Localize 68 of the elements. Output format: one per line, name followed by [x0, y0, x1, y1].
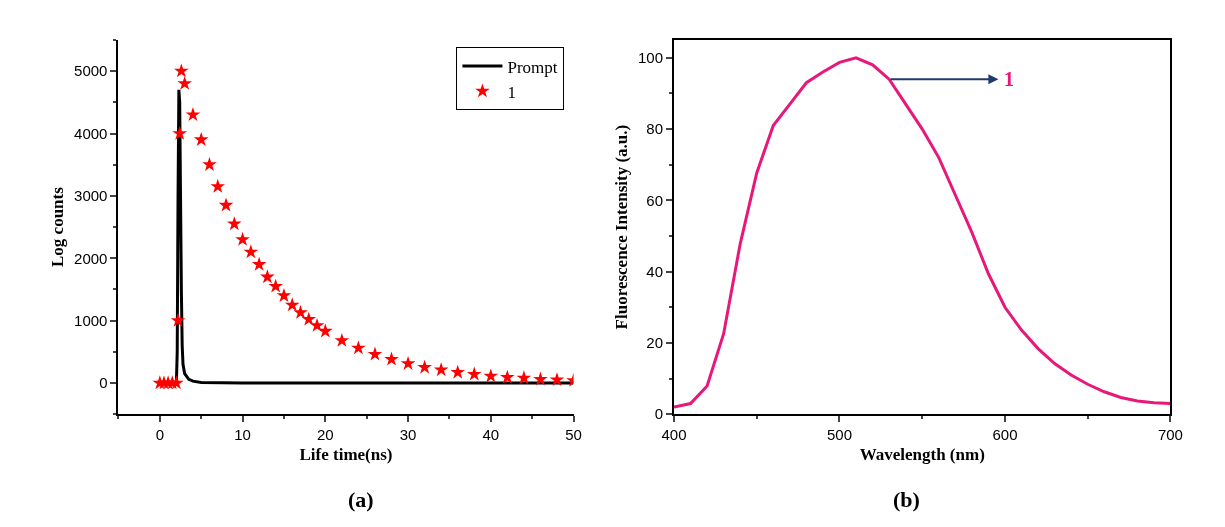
point — [268, 278, 283, 293]
point — [433, 362, 449, 377]
point — [384, 351, 399, 366]
y-tick-label: 1000 — [74, 311, 108, 329]
y-tick-label: 5000 — [74, 62, 108, 80]
text: 1 — [1004, 68, 1014, 90]
legend-label: 1 — [507, 82, 516, 102]
point — [318, 323, 333, 338]
y-tick-label: 2000 — [74, 249, 108, 267]
point — [172, 125, 188, 140]
point — [301, 311, 317, 326]
point — [284, 297, 300, 312]
x-tick-label: 10 — [234, 426, 251, 444]
y-axis-title: Fluorescence Intensity (a.u.) — [612, 124, 632, 330]
legend-label: Prompt — [507, 57, 558, 77]
point — [276, 287, 292, 302]
y-tick-label: 20 — [646, 334, 664, 352]
x-tick-label: 700 — [1157, 426, 1183, 444]
point — [210, 178, 226, 193]
x-tick-label: 400 — [661, 426, 687, 444]
point — [185, 107, 201, 122]
point — [533, 371, 548, 386]
point — [400, 355, 416, 370]
point — [243, 244, 259, 259]
y-tick-label: 3000 — [74, 187, 108, 205]
point — [483, 368, 499, 383]
point — [169, 375, 184, 390]
line-series — [674, 56, 1171, 409]
point — [500, 369, 515, 384]
point — [226, 216, 242, 231]
y-tick-label: 0 — [99, 374, 108, 392]
point — [516, 370, 532, 385]
x-tick-label: 500 — [826, 426, 853, 444]
point — [235, 231, 250, 246]
y-tick-label: 0 — [654, 405, 664, 423]
point — [260, 269, 275, 284]
y-tick-label: 4000 — [74, 124, 108, 142]
x-tick-label: 40 — [482, 426, 500, 444]
point — [334, 332, 350, 347]
point — [466, 366, 482, 381]
point — [549, 372, 565, 387]
x-tick-label: 30 — [399, 426, 417, 444]
point — [251, 256, 267, 271]
point — [351, 340, 366, 355]
point — [218, 197, 234, 212]
point — [193, 132, 209, 146]
point — [450, 364, 466, 379]
x-tick-label: 20 — [316, 426, 334, 444]
point — [202, 157, 217, 171]
x-axis-title: Life time(ns) — [299, 445, 393, 465]
y-tick-label: 100 — [637, 49, 664, 67]
x-tick-label: 600 — [992, 426, 1018, 444]
y-tick-label: 40 — [646, 262, 664, 280]
x-axis-title: Wavelength (nm) — [859, 445, 985, 465]
y-tick-label: 80 — [646, 120, 664, 138]
y-axis-title: Log counts — [48, 186, 68, 267]
point — [177, 75, 192, 90]
y-tick-label: 60 — [646, 191, 664, 209]
point — [367, 346, 383, 361]
point — [417, 359, 432, 374]
point — [170, 312, 186, 327]
point — [309, 317, 325, 332]
x-tick-label: 0 — [155, 426, 165, 444]
point — [174, 63, 189, 78]
text: (a) — [348, 487, 374, 512]
x-tick-label: 50 — [565, 426, 582, 444]
point — [293, 304, 308, 319]
text: (b) — [893, 487, 920, 512]
